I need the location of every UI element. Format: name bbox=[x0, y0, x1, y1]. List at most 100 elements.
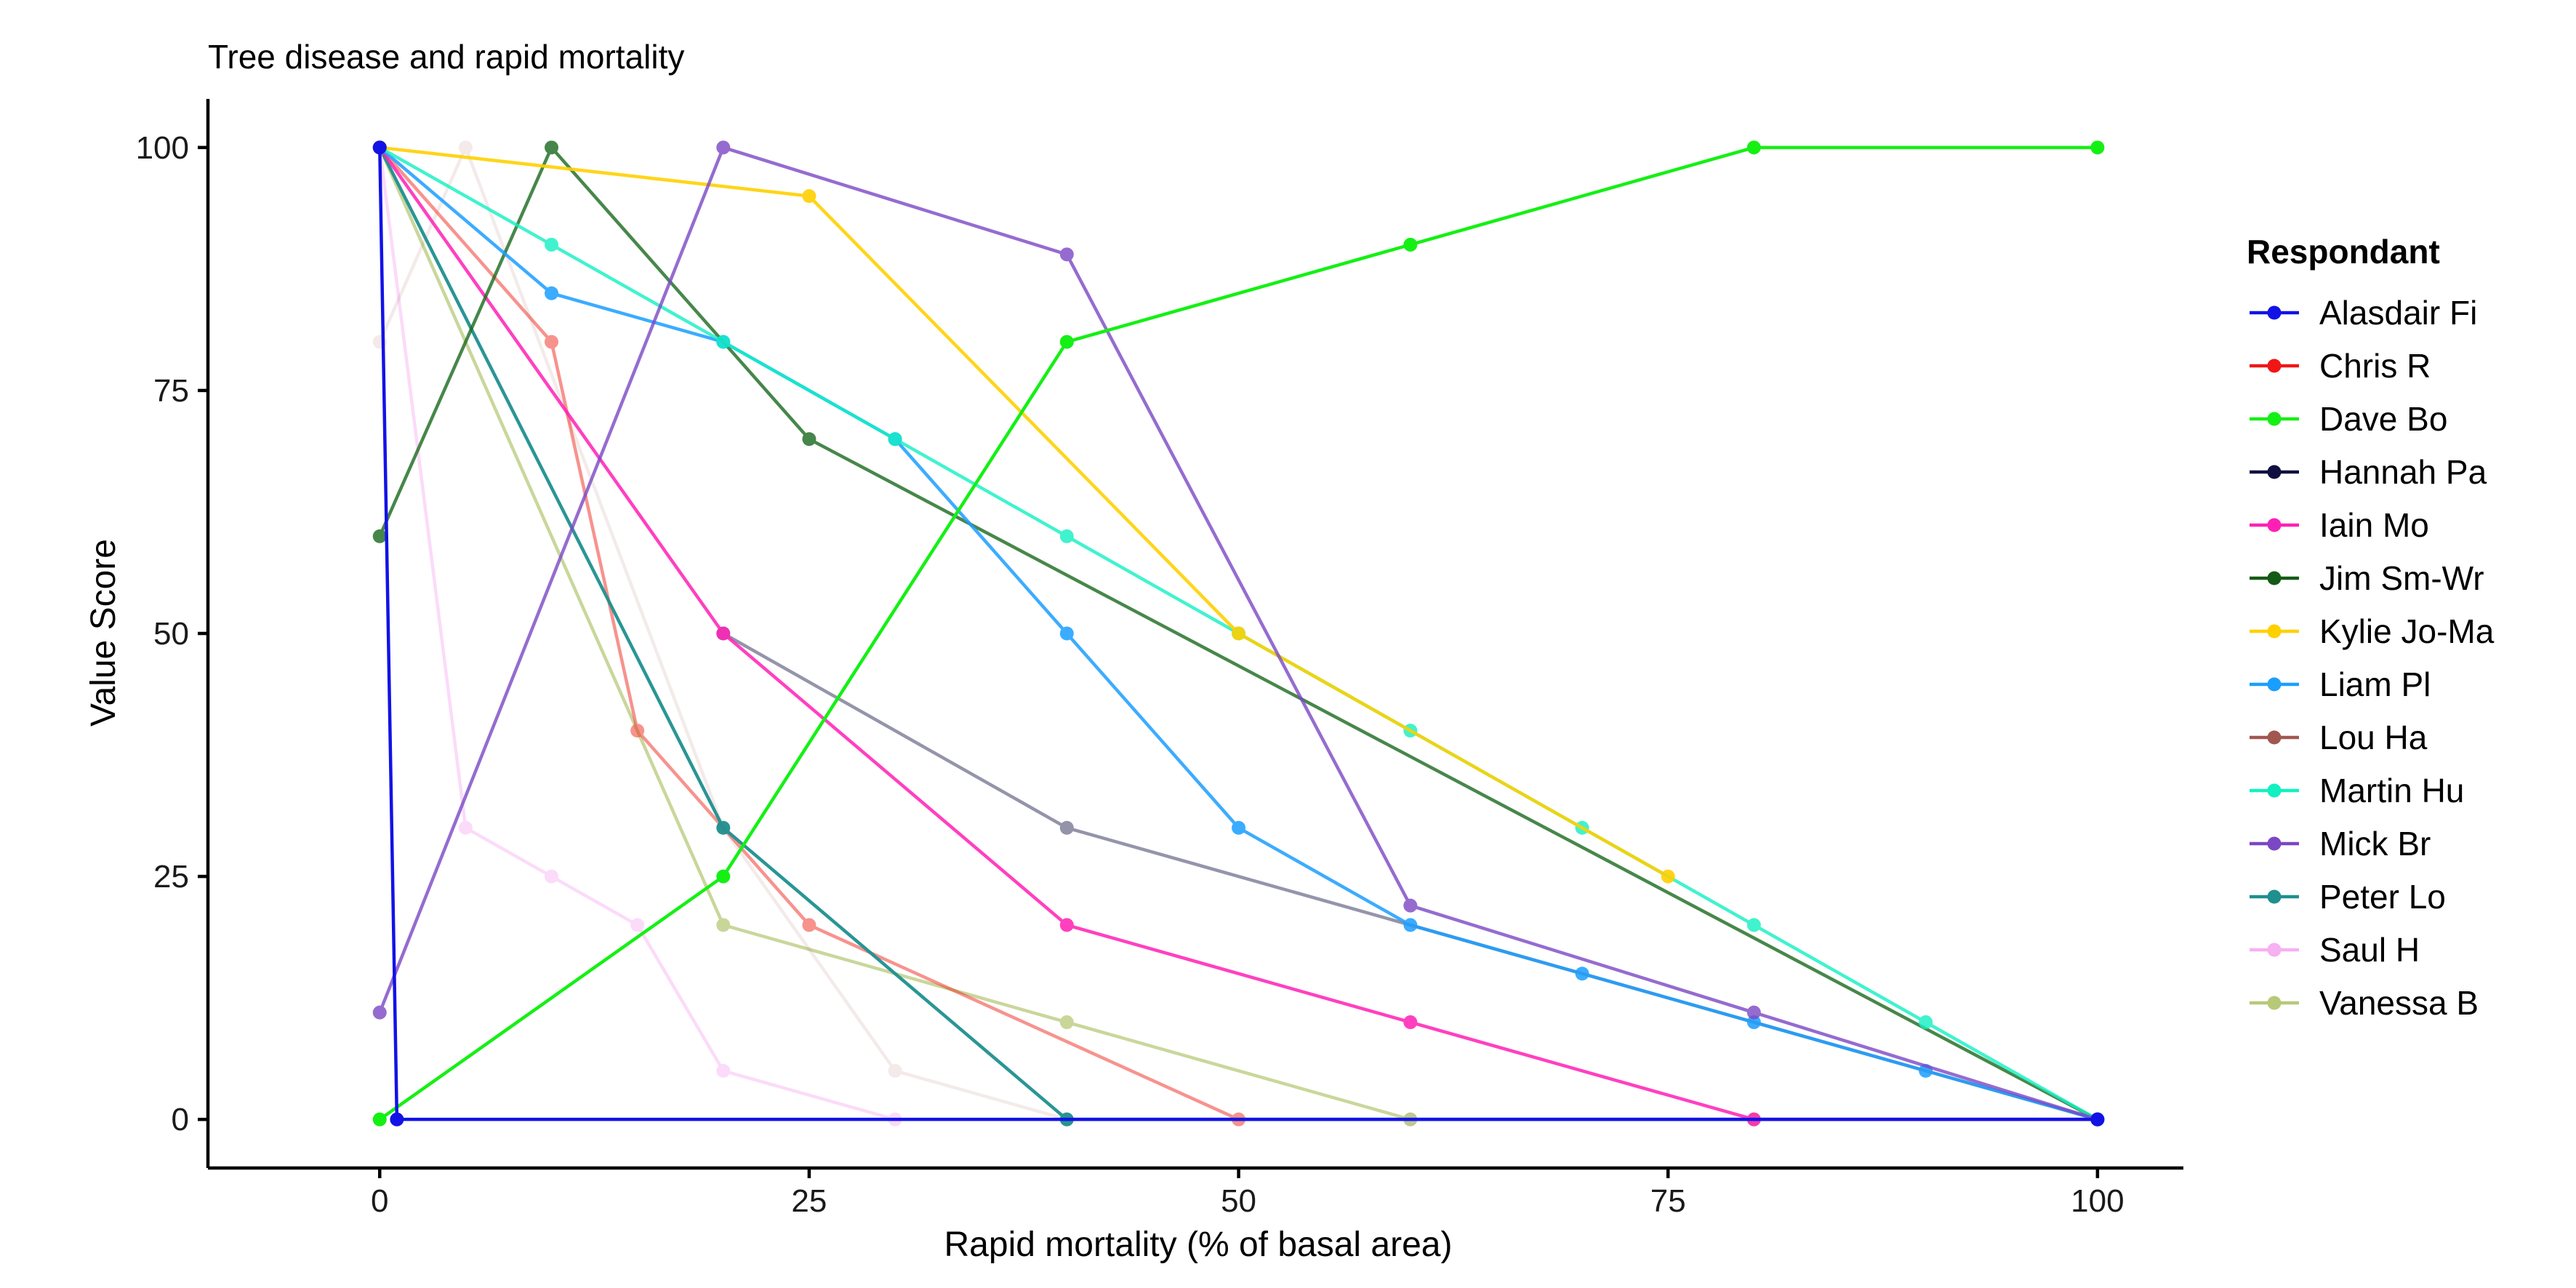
legend-label: Dave Bo bbox=[2319, 400, 2447, 438]
data-point-saul-h bbox=[545, 869, 559, 884]
data-point-martin-hu bbox=[716, 335, 731, 349]
series-mick-br bbox=[372, 140, 2105, 1127]
data-point-iain-mo bbox=[1059, 918, 1074, 932]
data-point-alasdair-fi bbox=[390, 1112, 404, 1127]
legend-key-point bbox=[2267, 359, 2282, 373]
series-line-mick-br bbox=[378, 145, 2098, 1121]
legend-label: Vanessa B bbox=[2319, 984, 2479, 1022]
legend-item-hannah-pa: Hannah Pa bbox=[2250, 453, 2487, 491]
series-chris-r bbox=[372, 140, 1246, 1127]
legend-key-point bbox=[2267, 518, 2282, 532]
data-point-mick-br bbox=[1059, 247, 1074, 262]
data-point-dave-bo bbox=[1403, 237, 1418, 252]
legend-key-point bbox=[2267, 677, 2282, 692]
series-line-saul-h bbox=[378, 147, 896, 1121]
x-tick-label: 100 bbox=[2071, 1183, 2124, 1219]
legend-key-point bbox=[2267, 571, 2282, 585]
data-point-mick-br bbox=[716, 140, 731, 155]
legend-key-point bbox=[2267, 624, 2282, 639]
x-tick-label: 25 bbox=[791, 1183, 827, 1219]
legend-label: Martin Hu bbox=[2319, 772, 2464, 809]
x-tick-label: 0 bbox=[371, 1183, 388, 1219]
data-point-dave-bo bbox=[2090, 140, 2105, 155]
data-point-martin-hu bbox=[1059, 529, 1074, 543]
data-point-chris-r bbox=[545, 335, 559, 349]
data-point-mick-br bbox=[1746, 1005, 1761, 1020]
data-point-jim-sm-wr bbox=[372, 529, 387, 543]
legend-item-kylie-jo-ma: Kylie Jo-Ma bbox=[2250, 612, 2495, 650]
legend-label: Peter Lo bbox=[2319, 878, 2446, 916]
data-point-alasdair-fi bbox=[372, 140, 387, 155]
data-point-lou-ha bbox=[888, 1063, 902, 1078]
data-point-martin-hu bbox=[1919, 1015, 1933, 1030]
data-point-lou-ha bbox=[458, 140, 473, 155]
legend-label: Liam Pl bbox=[2319, 665, 2431, 703]
series-line-chris-r bbox=[378, 146, 1240, 1121]
data-point-dave-bo bbox=[716, 869, 731, 884]
data-point-martin-hu bbox=[545, 237, 559, 252]
data-point-dave-bo bbox=[1746, 140, 1761, 155]
data-point-chris-r bbox=[630, 724, 645, 738]
legend-key-point bbox=[2267, 412, 2282, 426]
legend-item-chris-r: Chris R bbox=[2250, 347, 2431, 385]
y-axis-title: Value Score bbox=[84, 539, 123, 727]
legend-item-vanessa-b: Vanessa B bbox=[2250, 984, 2479, 1022]
data-point-liam-pl bbox=[545, 286, 559, 300]
legend-item-dave-bo: Dave Bo bbox=[2250, 400, 2447, 438]
y-tick-label: 0 bbox=[172, 1102, 189, 1137]
legend-label: Saul H bbox=[2319, 931, 2420, 969]
y-tick-label: 25 bbox=[153, 859, 189, 895]
legend-item-iain-mo: Iain Mo bbox=[2250, 506, 2429, 544]
data-point-dave-bo bbox=[1059, 335, 1074, 349]
legend-key-point bbox=[2267, 996, 2282, 1010]
data-point-vanessa-b bbox=[1059, 1015, 1074, 1030]
y-tick-label: 75 bbox=[153, 373, 189, 409]
series-dave-bo bbox=[372, 140, 2105, 1127]
x-axis-title: Rapid mortality (% of basal area) bbox=[944, 1225, 1453, 1264]
data-point-mick-br bbox=[372, 1005, 387, 1020]
legend: Respondant Alasdair Fi Chris R Dave Bo Hann… bbox=[2247, 233, 2495, 1022]
legend-label: Kylie Jo-Ma bbox=[2319, 612, 2495, 650]
legend-key-point bbox=[2267, 836, 2282, 851]
legend-item-peter-lo: Peter Lo bbox=[2250, 878, 2446, 916]
series-saul-h bbox=[372, 140, 902, 1127]
data-point-liam-pl bbox=[1575, 967, 1589, 981]
data-point-liam-pl bbox=[1059, 626, 1074, 641]
legend-key-point bbox=[2267, 783, 2282, 798]
series-hannah-pa bbox=[716, 626, 2105, 1127]
legend-item-lou-ha: Lou Ha bbox=[2250, 719, 2428, 756]
legend-key-point bbox=[2267, 305, 2282, 320]
series-line-hannah-pa bbox=[722, 632, 2098, 1121]
legend-item-alasdair-fi: Alasdair Fi bbox=[2250, 294, 2477, 332]
legend-label: Iain Mo bbox=[2319, 506, 2429, 544]
series-alasdair-fi bbox=[372, 140, 2105, 1127]
legend-label: Chris R bbox=[2319, 347, 2431, 385]
data-point-mick-br bbox=[1403, 898, 1418, 913]
data-point-jim-sm-wr bbox=[802, 432, 816, 447]
data-point-hannah-pa bbox=[1059, 820, 1074, 835]
data-point-liam-pl bbox=[1403, 918, 1418, 932]
y-tick-label: 100 bbox=[136, 130, 189, 166]
legend-title: Respondant bbox=[2247, 233, 2440, 271]
data-point-saul-h bbox=[716, 1063, 731, 1078]
data-point-vanessa-b bbox=[716, 918, 731, 932]
legend-label: Jim Sm-Wr bbox=[2319, 559, 2484, 597]
legend-label: Lou Ha bbox=[2319, 719, 2428, 756]
axes: 0 25 50 75 100 0 25 50 75 100 bbox=[136, 99, 2183, 1219]
data-point-martin-hu bbox=[888, 432, 902, 447]
legend-label: Hannah Pa bbox=[2319, 453, 2487, 491]
series-line-dave-bo bbox=[378, 145, 2098, 1121]
legend-key-point bbox=[2267, 465, 2282, 479]
data-point-martin-hu bbox=[1746, 918, 1761, 932]
x-tick-label: 75 bbox=[1650, 1183, 1686, 1219]
data-point-kylie-jo-ma bbox=[1232, 626, 1246, 641]
data-point-iain-mo bbox=[716, 626, 731, 641]
data-point-kylie-jo-ma bbox=[1661, 869, 1675, 884]
data-point-saul-h bbox=[630, 918, 645, 932]
data-point-peter-lo bbox=[716, 820, 731, 835]
chart-title: Tree disease and rapid mortality bbox=[208, 38, 684, 76]
data-point-liam-pl bbox=[1232, 820, 1246, 835]
legend-key-point bbox=[2267, 889, 2282, 904]
